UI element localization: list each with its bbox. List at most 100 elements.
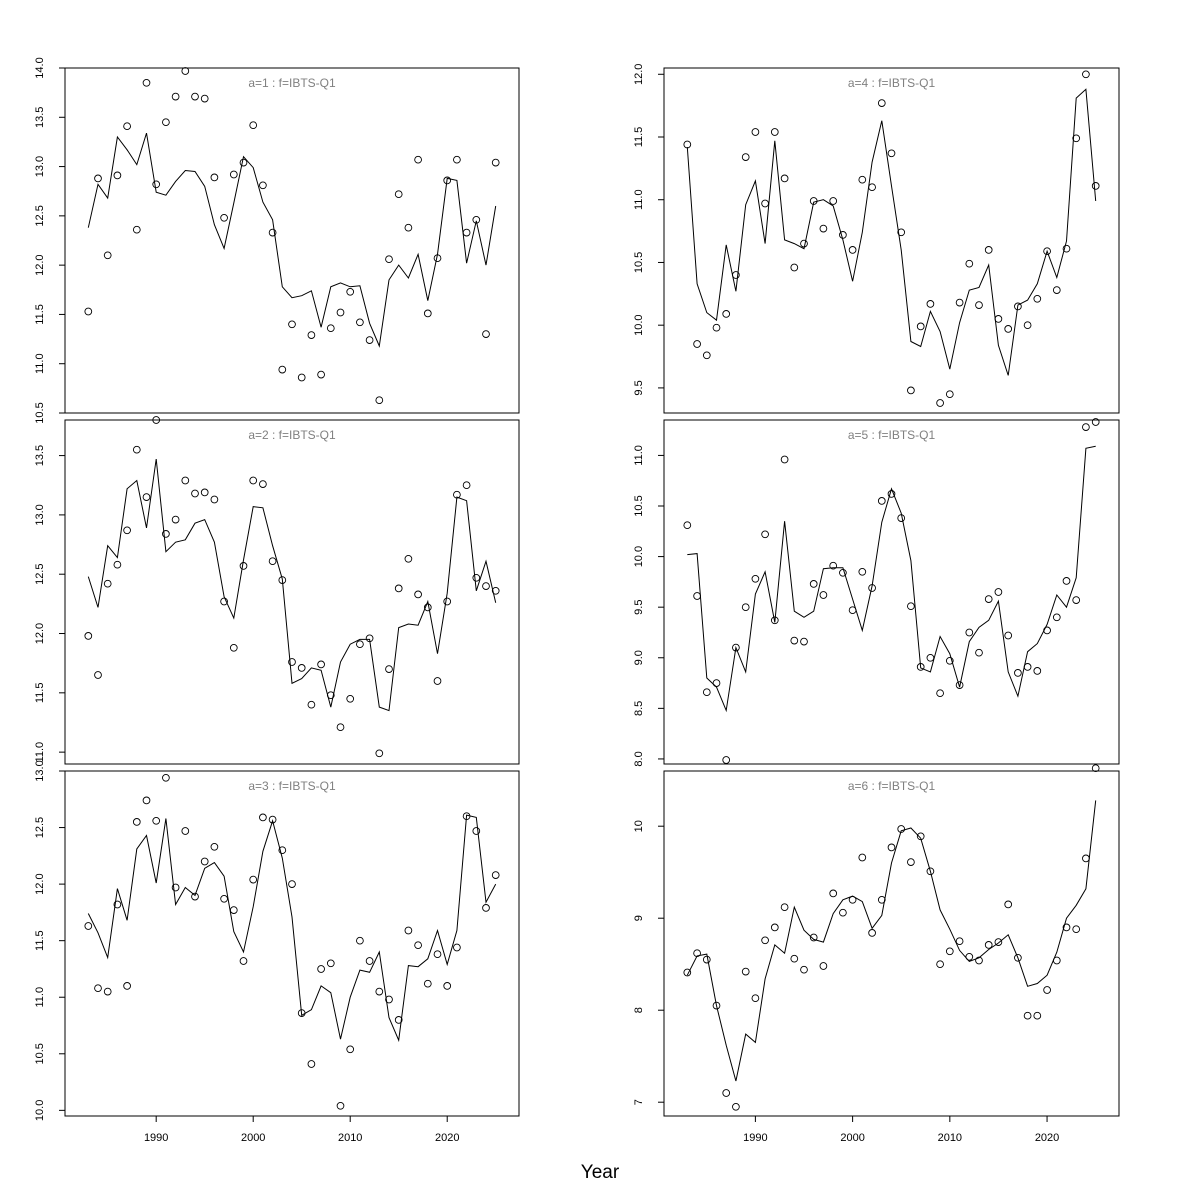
observed-point — [433, 950, 442, 959]
panel-title: a=2 : f=IBTS-Q1 — [248, 428, 336, 442]
observed-point — [443, 597, 452, 606]
observed-point — [741, 153, 750, 161]
y-tick-label: 11.0 — [34, 742, 46, 763]
x-tick-label: 2010 — [338, 1132, 362, 1144]
observed-point — [858, 567, 867, 576]
y-tick-label: 10.5 — [34, 402, 46, 423]
panel-title: a=4 : f=IBTS-Q1 — [848, 76, 936, 90]
observed-point — [210, 173, 219, 182]
observed-point — [375, 749, 384, 758]
y-tick-label: 13.5 — [34, 107, 46, 128]
observed-point — [975, 648, 983, 657]
observed-point — [336, 308, 345, 317]
observed-point — [356, 936, 364, 945]
observed-point — [732, 643, 740, 652]
panel-title: a=1 : f=IBTS-Q1 — [248, 76, 336, 90]
observed-point — [336, 723, 345, 732]
fitted-series-line — [686, 88, 1097, 376]
observed-point — [965, 628, 974, 637]
observed-point — [1062, 577, 1071, 585]
observed-point — [829, 561, 838, 570]
observed-point — [1072, 925, 1081, 934]
observed-point — [732, 271, 740, 279]
observed-point — [142, 493, 151, 501]
observed-point — [1023, 663, 1032, 671]
observed-point — [239, 158, 248, 167]
y-tick-label: 9.0 — [633, 650, 645, 665]
observed-point — [84, 307, 93, 316]
observed-point — [916, 832, 925, 841]
observed-point — [741, 967, 750, 976]
y-tick-label: 10.5 — [633, 252, 645, 273]
y-tick-label: 11.0 — [34, 987, 46, 1008]
observed-point — [1072, 134, 1081, 143]
observed-point — [858, 853, 867, 862]
observed-point — [693, 340, 701, 348]
panel-title: a=6 : f=IBTS-Q1 — [848, 779, 936, 793]
observed-point — [404, 554, 413, 563]
observed-point — [955, 681, 964, 689]
y-tick-label: 12.0 — [34, 873, 46, 894]
y-tick-label: 10.0 — [34, 1100, 46, 1121]
observed-point — [152, 416, 161, 424]
observed-point — [171, 883, 180, 892]
observed-point — [132, 225, 141, 234]
observed-point — [1062, 923, 1071, 932]
observed-point — [1043, 247, 1051, 256]
observed-point — [751, 574, 760, 583]
observed-point — [1052, 613, 1061, 622]
observed-point — [800, 637, 808, 646]
observed-point — [780, 174, 789, 183]
observed-point — [307, 331, 316, 339]
observed-point — [984, 246, 993, 254]
x-tick-label: 2010 — [938, 1132, 962, 1144]
observed-point — [868, 584, 876, 592]
x-axis-label: Year — [581, 1162, 620, 1183]
observed-point — [472, 827, 481, 835]
observed-point — [741, 603, 750, 612]
observed-point — [1023, 1011, 1032, 1020]
observed-point — [268, 557, 277, 566]
y-tick-label: 12.0 — [633, 64, 645, 85]
x-tick-label: 1990 — [144, 1132, 168, 1144]
observed-point — [1082, 854, 1090, 863]
panel-5: a=3 : f=IBTS-Q1 10.0 10.5 11.0 11.5 12.0 12.5 1… — [34, 760, 520, 1144]
observed-point — [809, 580, 818, 588]
observed-point — [94, 174, 102, 183]
observed-point — [693, 949, 701, 958]
observed-point — [132, 818, 141, 826]
observed-point — [307, 1060, 316, 1068]
observed-point — [965, 952, 974, 961]
observed-point — [103, 987, 112, 996]
observed-point — [482, 330, 490, 338]
observed-point — [453, 943, 461, 952]
observed-point — [210, 842, 219, 851]
observed-point — [800, 965, 808, 974]
observed-point — [1091, 182, 1100, 190]
observed-point — [191, 92, 199, 101]
fitted-series-line — [687, 445, 1096, 713]
observed-point — [994, 588, 1003, 596]
observed-point — [278, 365, 287, 374]
observed-point — [751, 128, 760, 136]
observed-point — [123, 526, 131, 535]
observed-point — [326, 324, 335, 333]
observed-point — [84, 632, 93, 640]
observed-point — [965, 259, 974, 268]
observed-point — [848, 606, 857, 615]
observed-point — [278, 576, 287, 584]
observed-point — [770, 128, 779, 136]
observed-point — [800, 239, 808, 248]
observed-point — [897, 228, 906, 237]
observed-point — [210, 495, 219, 504]
observed-point — [394, 584, 403, 593]
panel-frame — [64, 419, 520, 765]
observed-point — [907, 602, 915, 611]
observed-point — [683, 521, 692, 530]
observed-point — [220, 597, 228, 606]
x-tick-label: 2000 — [840, 1132, 864, 1144]
panel-1: a=1 : f=IBTS-Q1 10.5 11.0 11.5 12.0 12.5 13.0 1… — [34, 57, 520, 424]
observed-point — [365, 634, 374, 643]
panel-title: a=3 : f=IBTS-Q1 — [248, 779, 336, 793]
observed-point — [297, 1009, 306, 1017]
